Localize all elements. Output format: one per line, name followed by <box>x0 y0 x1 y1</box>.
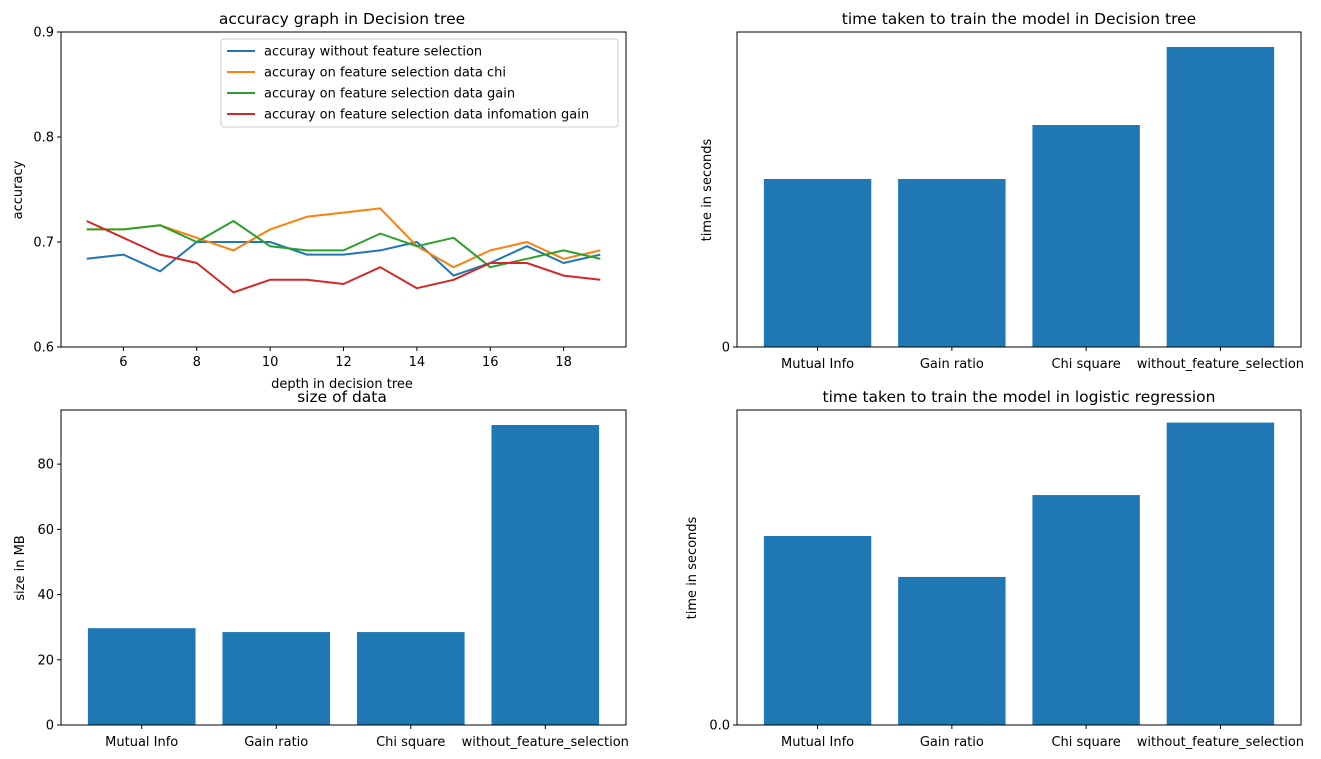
y-tick-label: 0.0 <box>709 719 730 734</box>
x-tick-label: 12 <box>335 355 352 370</box>
x-tick-label: without_feature_selection <box>1137 357 1304 372</box>
y-tick-label: 80 <box>37 458 54 473</box>
legend-box <box>220 38 619 128</box>
dt-training-time-bar-chart: time taken to train the model in Decisio… <box>700 10 1304 372</box>
x-tick-label: 10 <box>262 355 279 370</box>
x-tick-label: Mutual Info <box>781 357 854 372</box>
legend-entry-1: accuray on feature selection data chi <box>264 66 506 81</box>
x-tick-label: Gain ratio <box>920 735 984 750</box>
y-axis-label: size in MB <box>13 535 28 600</box>
plot-frame <box>736 409 1302 726</box>
y-axis-label: accuracy <box>11 160 26 219</box>
bar-3 <box>1166 422 1275 725</box>
series-line-2 <box>86 220 601 269</box>
x-tick-label: Chi square <box>1051 735 1120 750</box>
y-tick-label: 0 <box>46 719 54 734</box>
x-tick-label: Gain ratio <box>244 735 308 750</box>
bars <box>87 425 600 725</box>
series-lines <box>86 207 601 294</box>
series-line-3 <box>86 220 601 294</box>
axis-ticks: Mutual Info Gain ratio Chi square without_f… <box>709 719 1304 751</box>
x-axis-label: depth in decision tree <box>271 377 413 392</box>
bar-3 <box>1166 47 1275 347</box>
bar-1 <box>898 179 1006 347</box>
series-line-0 <box>86 241 601 277</box>
x-tick-label: 16 <box>482 355 499 370</box>
y-axis-label: time in seconds <box>700 138 715 241</box>
series-line-1 <box>86 207 601 269</box>
plot-frame <box>60 409 627 726</box>
bar-0 <box>763 179 872 347</box>
x-tick-label: Mutual Info <box>781 735 854 750</box>
x-tick-label: 18 <box>555 355 572 370</box>
y-tick-label: 20 <box>37 653 54 668</box>
y-axis-label: time in seconds <box>685 516 700 619</box>
y-tick-label: 60 <box>37 523 54 538</box>
x-tick-label: Chi square <box>376 735 445 750</box>
x-tick-label: Mutual Info <box>105 735 178 750</box>
x-tick-label: 6 <box>119 355 127 370</box>
bars <box>763 422 1275 725</box>
chart-title: size of data <box>297 388 387 406</box>
legend-entry-0: accuray without feature selection <box>264 45 482 60</box>
accuracy-line-chart: accuracy graph in Decision tree depth in… <box>11 10 627 392</box>
chart-title: accuracy graph in Decision tree <box>219 10 465 28</box>
legend-entry-3: accuray on feature selection data infoma… <box>264 108 589 123</box>
x-tick-label: Gain ratio <box>920 357 984 372</box>
x-tick-label: Chi square <box>1051 357 1120 372</box>
y-tick-label: 0.8 <box>33 131 54 146</box>
x-tick-label: without_feature_selection <box>462 735 629 750</box>
bar-0 <box>87 628 196 725</box>
y-tick-label: 0.9 <box>33 26 54 41</box>
x-tick-label: 8 <box>193 355 201 370</box>
legend: accuray without feature selection accura… <box>220 38 619 128</box>
legend-entry-2: accuray on feature selection data gain <box>264 87 515 102</box>
chart-title: time taken to train the model in Decisio… <box>842 10 1196 28</box>
y-tick-label: 40 <box>37 588 54 603</box>
bars <box>763 47 1275 347</box>
lr-training-time-bar-chart: time taken to train the model in logisti… <box>685 388 1304 750</box>
x-tick-label: 14 <box>409 355 426 370</box>
y-tick-label: 0 <box>722 341 730 356</box>
axis-ticks: 6 8 10 12 14 16 18 0.6 0.7 0.8 0.9 <box>33 26 572 371</box>
data-size-bar-chart: size of data size in MB Mutual Info Gain … <box>13 388 629 750</box>
axis-ticks: Mutual Info Gain ratio Chi square without_f… <box>37 458 628 750</box>
y-tick-label: 0.6 <box>33 341 54 356</box>
bar-3 <box>491 425 600 725</box>
bar-1 <box>222 632 331 725</box>
bar-2 <box>1032 495 1140 725</box>
y-tick-label: 0.7 <box>33 236 54 251</box>
x-tick-label: without_feature_selection <box>1137 735 1304 750</box>
bar-2 <box>1032 125 1140 347</box>
axis-ticks: Mutual Info Gain ratio Chi square without_f… <box>722 341 1304 373</box>
chart-title: time taken to train the model in logisti… <box>823 388 1216 406</box>
bar-1 <box>898 576 1006 725</box>
bar-2 <box>356 632 465 725</box>
bar-0 <box>763 536 872 725</box>
plot-frame <box>736 31 1302 348</box>
plot-frame <box>60 31 627 348</box>
